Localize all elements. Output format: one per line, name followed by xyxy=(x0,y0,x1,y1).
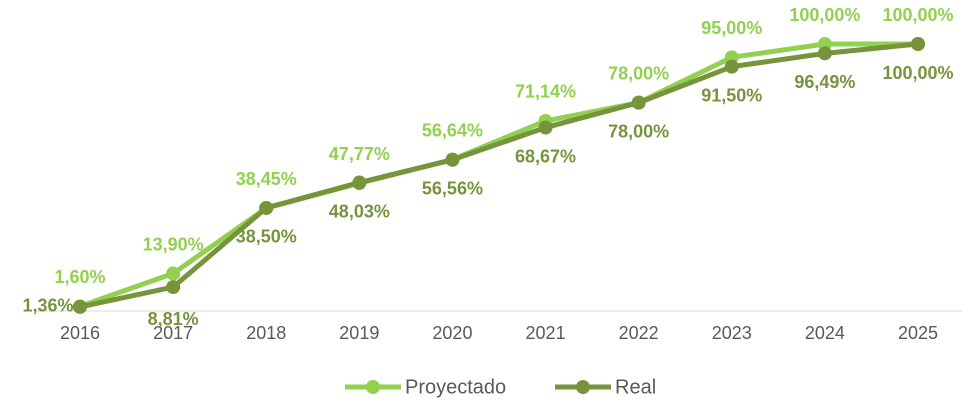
value-label: 56,56% xyxy=(422,179,483,199)
point xyxy=(631,95,646,110)
point xyxy=(259,200,274,215)
series-line xyxy=(79,41,919,310)
x-tick-label: 2023 xyxy=(712,323,752,343)
point xyxy=(538,120,553,135)
point xyxy=(817,46,832,61)
x-tick-label: 2018 xyxy=(246,323,286,343)
legend-label: Proyectado xyxy=(405,376,506,398)
point xyxy=(352,175,367,190)
point xyxy=(911,37,925,51)
x-tick-label: 2017 xyxy=(153,323,193,343)
point xyxy=(166,280,181,295)
value-label: 100,00% xyxy=(789,5,860,25)
value-label: 95,00% xyxy=(701,18,762,38)
value-label: 38,50% xyxy=(236,227,297,247)
value-label: 56,64% xyxy=(422,120,483,140)
x-tick-label: 2016 xyxy=(60,323,100,343)
value-label: 96,49% xyxy=(794,72,855,92)
value-label: 48,03% xyxy=(329,201,390,221)
value-label: 1,60% xyxy=(54,267,105,287)
x-tick-label: 2020 xyxy=(432,323,472,343)
point xyxy=(73,299,87,314)
value-label: 100,00% xyxy=(882,63,953,83)
series-line xyxy=(79,41,918,309)
x-tick-label: 2021 xyxy=(526,323,566,343)
value-label: 78,00% xyxy=(608,63,669,83)
value-label: 38,45% xyxy=(236,169,297,189)
x-tick-label: 2019 xyxy=(339,323,379,343)
point xyxy=(445,152,460,167)
value-label: 91,50% xyxy=(701,85,762,105)
value-label: 68,67% xyxy=(515,146,576,166)
x-tick-label: 2022 xyxy=(619,323,659,343)
value-label: 100,00% xyxy=(882,5,953,25)
value-label: 47,77% xyxy=(329,144,390,164)
value-label: 71,14% xyxy=(515,82,576,102)
value-label: 78,00% xyxy=(608,121,669,141)
legend-marker xyxy=(576,380,590,394)
point xyxy=(724,59,739,74)
x-tick-label: 2025 xyxy=(898,323,938,343)
legend-label: Real xyxy=(615,376,656,398)
legend-marker xyxy=(366,380,380,394)
value-label: 1,36% xyxy=(22,296,73,316)
value-label: 8,81% xyxy=(148,309,199,329)
point xyxy=(166,266,181,281)
x-tick-label: 2024 xyxy=(805,323,845,343)
value-label: 13,90% xyxy=(143,234,204,254)
